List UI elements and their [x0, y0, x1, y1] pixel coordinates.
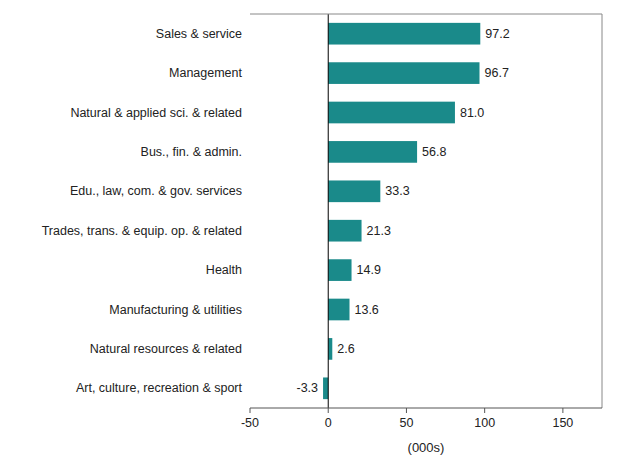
frame-top — [250, 14, 602, 15]
bar — [328, 220, 361, 242]
data-label: 14.9 — [357, 263, 381, 277]
chart-svg: -3.3 2.6 13.6 14.9 21.3 33.3 56.8 81.0 96.7 97.2 A… — [0, 0, 624, 466]
x-tick — [484, 408, 485, 413]
category-label: Manufacturing & utilities — [109, 303, 242, 317]
x-tick — [562, 408, 563, 413]
x-tick-label: 50 — [399, 416, 413, 430]
category-label: Edu., law, com. & gov. services — [70, 184, 242, 198]
category-label: Trades, trans. & equip. op. & related — [42, 224, 242, 238]
bar — [328, 62, 479, 84]
bar — [323, 377, 328, 399]
data-label: 81.0 — [460, 106, 484, 120]
bars — [323, 23, 480, 399]
data-label: -3.3 — [297, 381, 319, 395]
frame-right — [602, 14, 603, 408]
data-label: 13.6 — [354, 303, 378, 317]
data-label: 56.8 — [422, 145, 446, 159]
data-label: 97.2 — [485, 27, 509, 41]
category-label: Health — [206, 263, 242, 277]
category-label: Art, culture, recreation & sport — [76, 381, 243, 395]
bar — [328, 141, 417, 163]
bar — [328, 102, 455, 124]
bar — [328, 180, 380, 202]
data-label: 96.7 — [485, 66, 509, 80]
bar — [328, 23, 480, 45]
category-label: Management — [169, 66, 242, 80]
chart-container: -3.3 2.6 13.6 14.9 21.3 33.3 56.8 81.0 96.7 97.2 A… — [0, 0, 624, 466]
bar — [328, 259, 351, 281]
x-tick — [328, 408, 329, 413]
category-label: Bus., fin. & admin. — [141, 145, 242, 159]
x-tick-label: -50 — [241, 416, 259, 430]
category-label: Sales & service — [156, 27, 242, 41]
category-label: Natural & applied sci. & related — [70, 106, 242, 120]
x-tick-label: 150 — [552, 416, 573, 430]
x-tick-label: 100 — [474, 416, 495, 430]
x-tick-label: 0 — [325, 416, 332, 430]
category-label: Natural resources & related — [90, 342, 242, 356]
data-label: 21.3 — [367, 224, 391, 238]
x-tick — [406, 408, 407, 413]
bar — [328, 299, 349, 321]
data-label: 33.3 — [385, 184, 409, 198]
data-label: 2.6 — [337, 342, 354, 356]
zero-line — [328, 14, 329, 408]
x-tick — [250, 408, 251, 413]
x-axis-line — [250, 408, 602, 409]
x-axis-label: (000s) — [408, 440, 445, 455]
bar — [328, 338, 332, 360]
